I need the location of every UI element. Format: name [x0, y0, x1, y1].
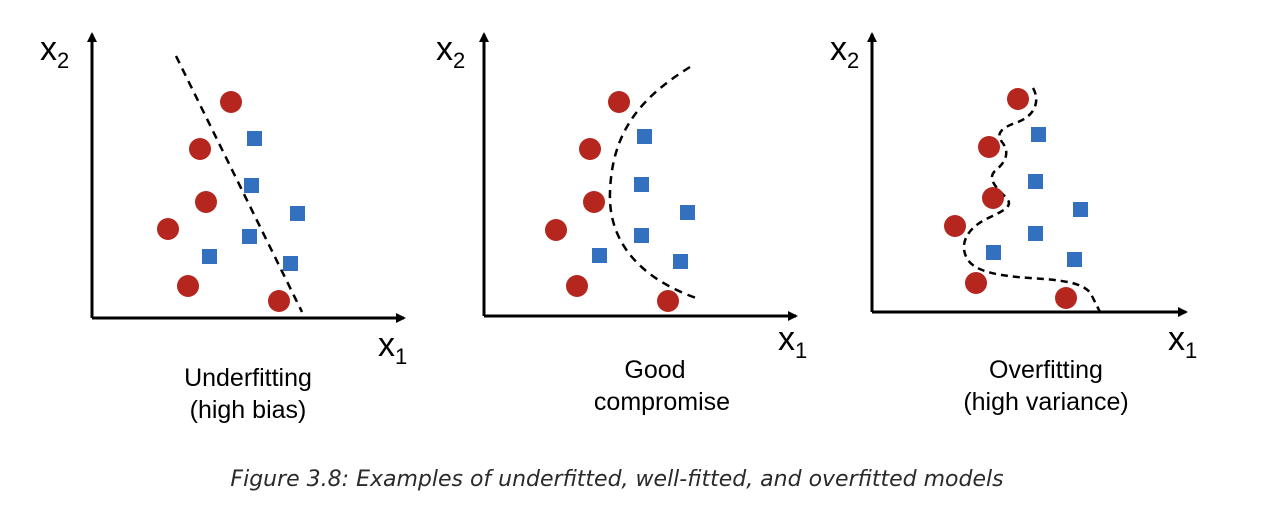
decision-boundary-linear [174, 55, 304, 313]
class-square-points [592, 129, 695, 269]
square-point [202, 249, 217, 264]
circle-point [978, 136, 1000, 158]
class-circle-points [157, 91, 290, 312]
circle-point [982, 187, 1004, 209]
circle-point [579, 138, 601, 160]
decision-boundary-curve [608, 65, 697, 300]
x-axis-label: x1 [1168, 320, 1197, 363]
decision-boundary-wiggly [962, 87, 1102, 313]
square-point [283, 256, 298, 271]
square-point [680, 205, 695, 220]
square-point [1067, 252, 1082, 267]
panel-caption-line2: compromise [594, 388, 730, 416]
x-axis-label: x1 [778, 320, 807, 363]
y-axis-label: x2 [830, 30, 859, 73]
square-point [1073, 202, 1088, 217]
circle-point [566, 275, 588, 297]
circle-point [545, 219, 567, 241]
square-point [242, 229, 257, 244]
circle-point [965, 272, 987, 294]
panel-caption-line1: Good [624, 356, 685, 384]
circle-point [157, 218, 179, 240]
class-circle-points [545, 91, 679, 312]
class-circle-points [944, 88, 1077, 309]
circle-point [268, 290, 290, 312]
circle-point [220, 91, 242, 113]
square-point [673, 254, 688, 269]
panel-overfitting: x2 x1 Overfitting (high variance) [830, 30, 1197, 416]
square-point [637, 129, 652, 144]
class-square-points [202, 131, 305, 271]
square-point [1028, 174, 1043, 189]
square-point [1028, 226, 1043, 241]
y-axis-label: x2 [436, 30, 465, 73]
square-point [634, 177, 649, 192]
circle-point [657, 290, 679, 312]
figure-caption: Figure 3.8: Examples of underfitted, wel… [230, 467, 1003, 492]
circle-point [944, 215, 966, 237]
square-point [634, 228, 649, 243]
panel-caption-line1: Underfitting [184, 364, 312, 392]
square-point [244, 178, 259, 193]
circle-point [177, 275, 199, 297]
square-point [986, 245, 1001, 260]
circle-point [195, 191, 217, 213]
panel-good-compromise: x2 x1 Good compromise [436, 30, 807, 416]
square-point [290, 206, 305, 221]
square-point [592, 248, 607, 263]
x-axis-label: x1 [378, 326, 407, 369]
class-square-points [986, 127, 1088, 267]
panel-caption-line2: (high bias) [190, 396, 307, 424]
y-axis-label: x2 [40, 30, 69, 73]
circle-point [583, 191, 605, 213]
circle-point [1007, 88, 1029, 110]
square-point [247, 131, 262, 146]
circle-point [608, 91, 630, 113]
circle-point [189, 138, 211, 160]
panel-caption-line2: (high variance) [963, 388, 1128, 416]
panel-underfitting: x2 x1 Underfitting (high bias) [40, 30, 407, 424]
panel-caption-line1: Overfitting [989, 356, 1103, 384]
circle-point [1055, 287, 1077, 309]
square-point [1031, 127, 1046, 142]
